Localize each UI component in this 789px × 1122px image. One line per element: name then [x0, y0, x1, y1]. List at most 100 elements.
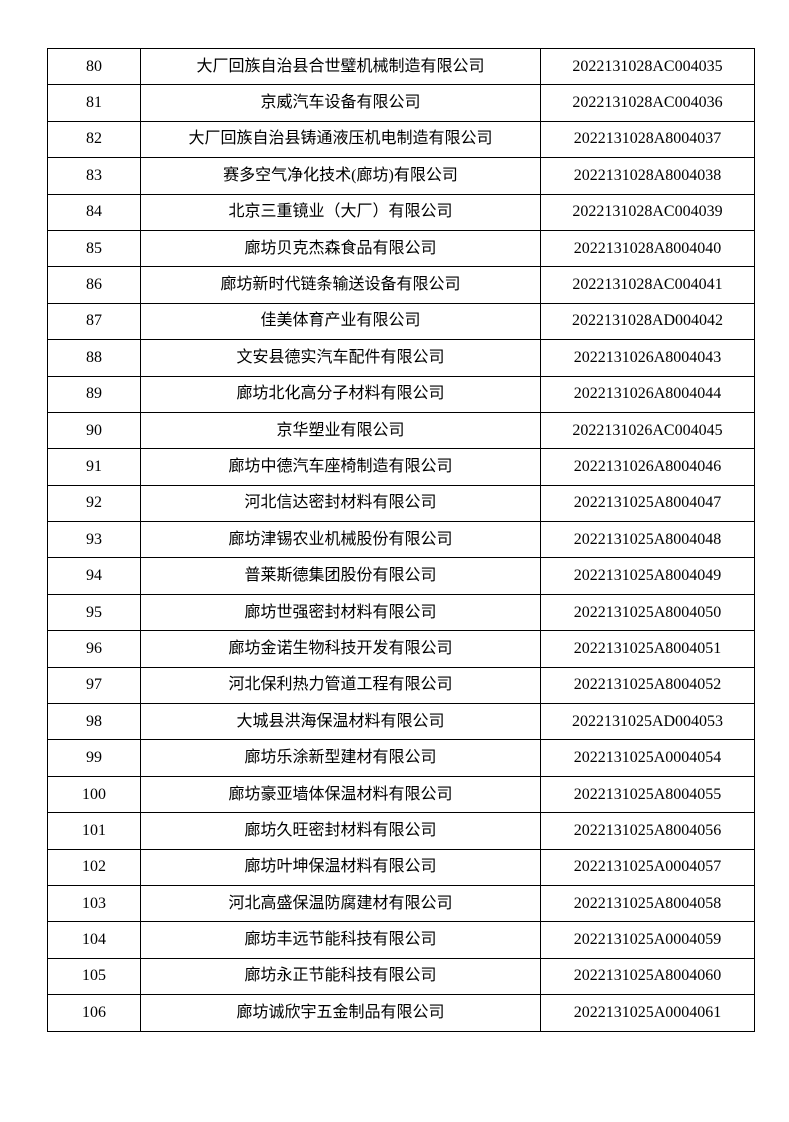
table-row: 91 廊坊中德汽车座椅制造有限公司 2022131026A8004046 [47, 448, 755, 486]
company-name-cell: 廊坊金诺生物科技开发有限公司 [140, 630, 541, 668]
table-row: 102 廊坊叶坤保温材料有限公司 2022131025A0004057 [47, 848, 755, 886]
code-cell: 2022131028AC004036 [540, 84, 755, 122]
row-index-cell: 84 [47, 193, 141, 231]
row-index-cell: 101 [47, 812, 141, 850]
table-row: 101 廊坊久旺密封材料有限公司 2022131025A8004056 [47, 812, 755, 850]
row-index-cell: 94 [47, 557, 141, 595]
code-cell: 2022131028AC004041 [540, 266, 755, 304]
code-cell: 2022131028AD004042 [540, 302, 755, 341]
row-index-cell: 98 [47, 703, 141, 741]
table-row: 98 大城县洪海保温材料有限公司 2022131025AD004053 [47, 703, 755, 741]
company-name-cell: 廊坊豪亚墙体保温材料有限公司 [140, 775, 541, 814]
row-index-cell: 97 [47, 666, 141, 705]
code-cell: 2022131025A0004054 [540, 739, 755, 777]
code-cell: 2022131025A8004049 [540, 557, 755, 595]
row-index-cell: 103 [47, 884, 141, 923]
company-name-cell: 廊坊久旺密封材料有限公司 [140, 812, 541, 850]
code-cell: 2022131026A8004044 [540, 375, 755, 413]
company-name-cell: 大城县洪海保温材料有限公司 [140, 703, 541, 741]
code-cell: 2022131025A8004056 [540, 812, 755, 850]
row-index-cell: 91 [47, 448, 141, 486]
table-row: 83 赛多空气净化技术(廊坊)有限公司 2022131028A8004038 [47, 157, 755, 195]
row-index-cell: 104 [47, 921, 141, 959]
company-name-cell: 廊坊叶坤保温材料有限公司 [140, 848, 541, 886]
code-cell: 2022131025A0004061 [540, 994, 755, 1032]
row-index-cell: 87 [47, 302, 141, 341]
row-index-cell: 95 [47, 593, 141, 632]
company-name-cell: 廊坊北化高分子材料有限公司 [140, 375, 541, 413]
company-name-cell: 文安县德实汽车配件有限公司 [140, 339, 541, 377]
code-cell: 2022131028AC004035 [540, 47, 755, 86]
company-name-cell: 廊坊中德汽车座椅制造有限公司 [140, 448, 541, 486]
table-row: 82 大厂回族自治县铸通液压机电制造有限公司 2022131028A8004037 [47, 120, 755, 159]
code-cell: 2022131026AC004045 [540, 411, 755, 450]
code-cell: 2022131028AC004039 [540, 193, 755, 231]
table-row: 86 廊坊新时代链条输送设备有限公司 2022131028AC004041 [47, 266, 755, 304]
company-name-cell: 河北高盛保温防腐建材有限公司 [140, 884, 541, 923]
table-row: 88 文安县德实汽车配件有限公司 2022131026A8004043 [47, 339, 755, 377]
row-index-cell: 99 [47, 739, 141, 777]
table-row: 80 大厂回族自治县合世璧机械制造有限公司 2022131028AC004035 [47, 47, 755, 86]
row-index-cell: 93 [47, 521, 141, 559]
code-cell: 2022131025A0004057 [540, 848, 755, 886]
row-index-cell: 88 [47, 339, 141, 377]
row-index-cell: 83 [47, 157, 141, 195]
table-row: 97 河北保利热力管道工程有限公司 2022131025A8004052 [47, 666, 755, 705]
table-row: 99 廊坊乐涂新型建材有限公司 2022131025A0004054 [47, 739, 755, 777]
company-name-cell: 京华塑业有限公司 [140, 411, 541, 450]
company-name-cell: 廊坊乐涂新型建材有限公司 [140, 739, 541, 777]
company-name-cell: 佳美体育产业有限公司 [140, 302, 541, 341]
company-name-cell: 普莱斯德集团股份有限公司 [140, 557, 541, 595]
code-cell: 2022131026A8004046 [540, 448, 755, 486]
code-cell: 2022131025A8004055 [540, 775, 755, 814]
table-row: 93 廊坊津锡农业机械股份有限公司 2022131025A8004048 [47, 521, 755, 559]
table-row: 103 河北高盛保温防腐建材有限公司 2022131025A8004058 [47, 884, 755, 923]
row-index-cell: 106 [47, 994, 141, 1032]
company-name-cell: 廊坊贝克杰森食品有限公司 [140, 229, 541, 268]
table-row: 105 廊坊永正节能科技有限公司 2022131025A8004060 [47, 957, 755, 996]
code-cell: 2022131025A8004058 [540, 884, 755, 923]
company-name-cell: 赛多空气净化技术(廊坊)有限公司 [140, 157, 541, 195]
code-cell: 2022131028A8004040 [540, 229, 755, 268]
row-index-cell: 90 [47, 411, 141, 450]
company-name-cell: 大厂回族自治县铸通液压机电制造有限公司 [140, 120, 541, 159]
company-name-cell: 廊坊世强密封材料有限公司 [140, 593, 541, 632]
code-cell: 2022131028A8004038 [540, 157, 755, 195]
company-name-cell: 大厂回族自治县合世璧机械制造有限公司 [140, 47, 541, 86]
row-index-cell: 86 [47, 266, 141, 304]
code-cell: 2022131026A8004043 [540, 339, 755, 377]
row-index-cell: 85 [47, 229, 141, 268]
company-name-cell: 廊坊永正节能科技有限公司 [140, 957, 541, 996]
row-index-cell: 105 [47, 957, 141, 996]
table-row: 95 廊坊世强密封材料有限公司 2022131025A8004050 [47, 593, 755, 632]
table-row: 100 廊坊豪亚墙体保温材料有限公司 2022131025A8004055 [47, 775, 755, 814]
code-cell: 2022131025A0004059 [540, 921, 755, 959]
code-cell: 2022131025A8004052 [540, 666, 755, 705]
code-cell: 2022131025A8004060 [540, 957, 755, 996]
company-name-cell: 廊坊新时代链条输送设备有限公司 [140, 266, 541, 304]
company-name-cell: 河北信达密封材料有限公司 [140, 484, 541, 523]
company-name-cell: 河北保利热力管道工程有限公司 [140, 666, 541, 705]
company-name-cell: 京威汽车设备有限公司 [140, 84, 541, 122]
company-name-cell: 北京三重镜业（大厂）有限公司 [140, 193, 541, 231]
table-body: 80 大厂回族自治县合世璧机械制造有限公司 2022131028AC004035 81… [47, 47, 755, 1032]
table-row: 85 廊坊贝克杰森食品有限公司 2022131028A8004040 [47, 229, 755, 268]
row-index-cell: 92 [47, 484, 141, 523]
row-index-cell: 82 [47, 120, 141, 159]
code-cell: 2022131025AD004053 [540, 703, 755, 741]
table-row: 84 北京三重镜业（大厂）有限公司 2022131028AC004039 [47, 193, 755, 231]
code-cell: 2022131028A8004037 [540, 120, 755, 159]
table-row: 89 廊坊北化高分子材料有限公司 2022131026A8004044 [47, 375, 755, 413]
row-index-cell: 81 [47, 84, 141, 122]
table-row: 92 河北信达密封材料有限公司 2022131025A8004047 [47, 484, 755, 523]
row-index-cell: 100 [47, 775, 141, 814]
row-index-cell: 96 [47, 630, 141, 668]
code-cell: 2022131025A8004050 [540, 593, 755, 632]
table-row: 106 廊坊诚欣宇五金制品有限公司 2022131025A0004061 [47, 994, 755, 1032]
code-cell: 2022131025A8004051 [540, 630, 755, 668]
company-registry-table: 80 大厂回族自治县合世璧机械制造有限公司 2022131028AC004035 81… [47, 47, 755, 1032]
company-name-cell: 廊坊诚欣宇五金制品有限公司 [140, 994, 541, 1032]
table-row: 90 京华塑业有限公司 2022131026AC004045 [47, 411, 755, 450]
company-name-cell: 廊坊津锡农业机械股份有限公司 [140, 521, 541, 559]
